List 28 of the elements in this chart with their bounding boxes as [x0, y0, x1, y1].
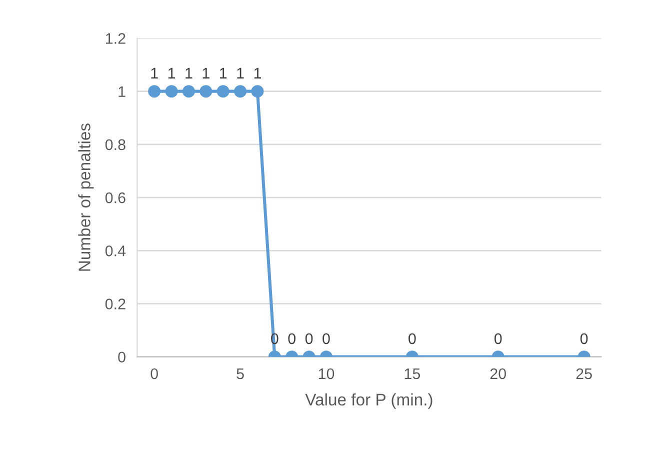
x-tick-label: 0 [150, 368, 158, 380]
data-label: 0 [322, 333, 330, 344]
y-tick-label: 0.4 [105, 246, 126, 256]
x-tick-label: 5 [236, 368, 244, 380]
data-label: 1 [237, 68, 244, 78]
y-tick-label: 0.6 [105, 192, 126, 204]
data-label: 0 [305, 333, 313, 344]
x-tick-label: 15 [404, 368, 420, 380]
y-tick-label: 0.8 [105, 139, 126, 150]
data-label: 0 [408, 333, 416, 344]
x-tick-label: 20 [490, 368, 506, 380]
y-tick-label: 1 [118, 86, 126, 97]
x-axis-title: Value for P (min.) [305, 393, 432, 409]
data-label: 0 [580, 333, 588, 344]
data-label: 1 [186, 68, 192, 78]
y-tick-label: 1.2 [106, 33, 126, 44]
x-tick-label: 25 [576, 368, 592, 380]
data-label: 1 [151, 68, 158, 78]
y-tick-label: 0 [118, 352, 126, 363]
data-label: 0 [288, 333, 296, 344]
data-label: 1 [254, 68, 261, 78]
y-tick-label: 0.2 [105, 298, 126, 310]
y-axis-title: Number of penalties [78, 124, 94, 271]
data-label: 1 [220, 68, 227, 78]
x-tick-label: 10 [318, 368, 334, 380]
data-label: 0 [494, 333, 502, 344]
data-label: 1 [168, 68, 176, 78]
data-label: 1 [202, 68, 210, 78]
